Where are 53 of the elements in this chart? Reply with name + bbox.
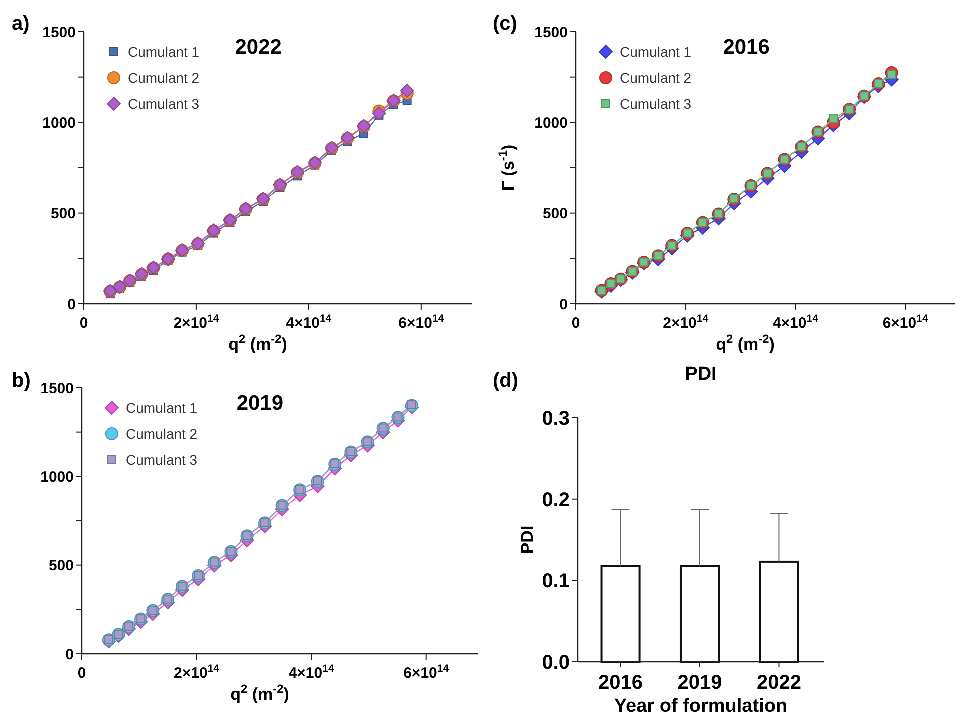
y-tick-label: 0.3: [542, 408, 570, 430]
x-tick-label: 2×10$^{14}$: [174, 663, 220, 682]
x-tick-label: 6×10$^{14}$: [398, 313, 444, 332]
y-tick-label: 500: [542, 206, 568, 223]
legend-label: Cumulant 2: [620, 70, 692, 86]
legend-label: Cumulant 3: [126, 452, 198, 468]
y-tick-label: 0: [68, 296, 76, 314]
y-axis-title: PDI: [518, 526, 537, 554]
y-tick-label: 1000: [40, 468, 74, 486]
legend-label: Cumulant 1: [126, 400, 198, 416]
x-tick-label: 0: [78, 665, 86, 682]
x-tick-label: 0: [572, 315, 580, 332]
x-tick-label: 4×10$^{14}$: [288, 663, 334, 682]
x-tick-label: 2022: [756, 672, 802, 694]
y-tick-label: 1500: [42, 24, 76, 42]
x-tick-label: 4×10$^{14}$: [286, 313, 332, 332]
legend-label: Cumulant 1: [128, 44, 200, 60]
y-tick-label: 1500: [534, 24, 568, 42]
x-axis-title: Year of formulation: [614, 696, 788, 715]
text: b): [12, 370, 31, 392]
y-tick-label: 1500: [40, 380, 74, 398]
x-tick-label: 2019: [678, 672, 722, 694]
y-tick-label: 1000: [42, 114, 76, 132]
x-axis-title: q$^{2}$ (m$^{-2}$): [716, 332, 775, 354]
legend-label: Cumulant 3: [128, 96, 200, 112]
legend-label: Cumulant 2: [126, 426, 198, 442]
chart-title: 2016: [723, 36, 770, 59]
x-tick-label: 2016: [598, 672, 644, 694]
x-tick-label: 0: [80, 315, 88, 332]
chart-title: 2022: [235, 36, 282, 59]
y-tick-label: 0: [66, 646, 74, 664]
x-tick-label: 6×10$^{14}$: [404, 663, 450, 682]
x-tick-label: 2×10$^{14}$: [174, 313, 220, 332]
y-tick-label: 500: [50, 206, 76, 223]
text: (c): [493, 13, 518, 35]
y-tick-label: 0: [560, 296, 568, 314]
y-tick-label: 0.2: [542, 489, 570, 512]
x-axis-title: q$^{2}$ (m$^{-2}$): [230, 682, 290, 704]
x-tick-label: 2×10$^{14}$: [663, 313, 709, 332]
x-tick-label: 6×10$^{14}$: [882, 313, 928, 332]
y-tick-label: 0.1: [542, 570, 570, 593]
y-tick-label: 0.0: [542, 652, 570, 674]
x-axis-title: q$^{2}$ (m$^{-2}$): [228, 332, 288, 354]
legend-label: Cumulant 3: [620, 96, 692, 112]
text: (d): [493, 370, 519, 392]
text: a): [12, 13, 30, 35]
chart-title: PDI: [685, 364, 717, 385]
legend-label: Cumulant 1: [620, 44, 692, 60]
x-tick-label: 4×10$^{14}$: [772, 313, 819, 332]
chart-title: 2019: [236, 392, 284, 415]
y-tick-label: 500: [48, 558, 74, 575]
legend-label: Cumulant 2: [128, 70, 200, 86]
y-tick-label: 1000: [534, 114, 568, 132]
